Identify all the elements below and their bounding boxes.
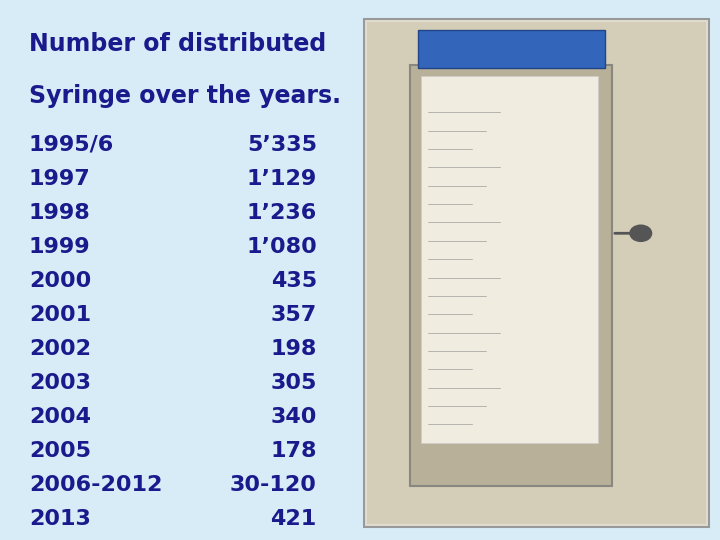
Text: 1998: 1998 bbox=[29, 203, 91, 223]
Text: 2001: 2001 bbox=[29, 305, 91, 325]
Text: 2006-2012: 2006-2012 bbox=[29, 475, 162, 495]
Text: 421: 421 bbox=[271, 509, 317, 529]
Text: Number of distributed: Number of distributed bbox=[29, 32, 326, 56]
Text: 2013: 2013 bbox=[29, 509, 91, 529]
FancyBboxPatch shape bbox=[410, 65, 612, 486]
Text: 178: 178 bbox=[270, 441, 317, 461]
Text: 1’129: 1’129 bbox=[246, 169, 317, 189]
Text: 1995/6: 1995/6 bbox=[29, 135, 114, 155]
Text: 2003: 2003 bbox=[29, 373, 91, 393]
Text: 305: 305 bbox=[271, 373, 317, 393]
Text: 1997: 1997 bbox=[29, 169, 91, 189]
FancyBboxPatch shape bbox=[418, 30, 605, 68]
Text: 340: 340 bbox=[271, 407, 317, 427]
Text: 2004: 2004 bbox=[29, 407, 91, 427]
Text: 2005: 2005 bbox=[29, 441, 91, 461]
Text: 198: 198 bbox=[271, 339, 317, 359]
Text: 1’080: 1’080 bbox=[246, 237, 317, 257]
Text: 30-120: 30-120 bbox=[230, 475, 317, 495]
Text: 2002: 2002 bbox=[29, 339, 91, 359]
FancyBboxPatch shape bbox=[364, 19, 709, 526]
Text: 2000: 2000 bbox=[29, 271, 91, 291]
Text: 1999: 1999 bbox=[29, 237, 91, 257]
FancyBboxPatch shape bbox=[421, 76, 598, 443]
Circle shape bbox=[630, 225, 652, 241]
Text: 5’335: 5’335 bbox=[247, 135, 317, 155]
Text: Syringe over the years.: Syringe over the years. bbox=[29, 84, 341, 107]
FancyBboxPatch shape bbox=[367, 22, 706, 524]
Text: 435: 435 bbox=[271, 271, 317, 291]
Text: 357: 357 bbox=[271, 305, 317, 325]
Text: 1’236: 1’236 bbox=[246, 203, 317, 223]
